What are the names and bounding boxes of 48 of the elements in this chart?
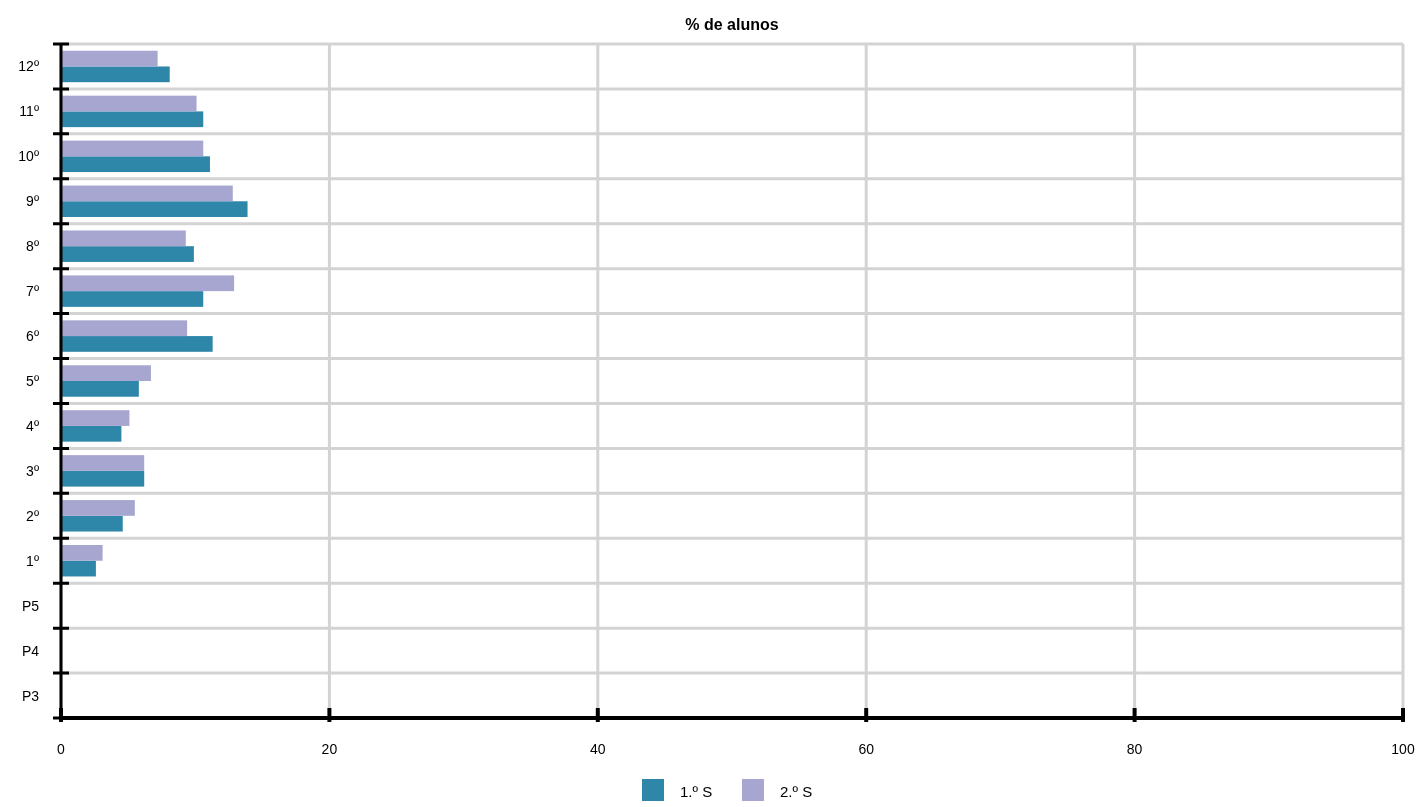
bar [61,500,135,516]
legend-label: 1.º S [680,783,713,800]
y-tick-label: 1º [26,552,39,569]
bar [61,320,188,337]
bar [61,515,123,532]
bar [61,545,103,561]
y-tick-label: 4º [26,417,39,434]
bar [61,246,194,262]
y-tick-label: 2º [26,507,39,524]
y-tick-label: 11º [19,103,39,120]
bar [61,365,151,381]
y-tick-label: 10º [18,148,39,165]
bar [61,185,233,202]
x-tick-label: 60 [858,741,875,757]
bar [61,230,186,247]
y-tick-label: 5º [26,373,39,389]
bar [61,95,197,112]
bar [61,410,130,426]
y-tick-label: 3º [26,462,39,479]
y-tick-label: 7º [26,283,39,300]
x-tick-label: 80 [1126,741,1143,757]
bar [61,140,204,157]
bar [61,156,210,173]
bar [61,66,170,83]
bar [61,470,145,487]
bar [61,201,248,217]
legend-label: 2.º S [780,783,813,800]
x-tick-label: 0 [57,741,66,757]
bar [61,275,235,292]
y-tick-label: P4 [21,642,40,659]
y-tick-label: P3 [21,687,40,704]
y-tick-label: P5 [21,597,40,614]
y-tick-label: 9º [26,193,39,210]
bar [61,111,204,128]
bar [61,381,139,397]
x-tick-label: 40 [590,741,606,757]
y-tick-label: 8º [26,238,39,255]
bar [61,455,145,471]
chart-title: % de alunos [685,16,779,33]
x-tick-label: 20 [321,741,338,757]
bar [61,50,158,67]
bar [61,425,122,442]
y-tick-label: 12º [18,58,39,75]
y-tick-label: 6º [26,328,39,345]
bar [61,560,96,577]
x-tick-label: 100 [1391,741,1415,757]
bar [61,291,204,307]
bar [61,336,213,352]
